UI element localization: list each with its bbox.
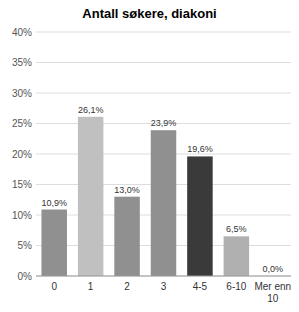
bar xyxy=(114,197,140,276)
tick-label: 0% xyxy=(18,271,33,282)
data-label: 23,9% xyxy=(151,118,177,128)
data-label: 13,0% xyxy=(114,185,140,195)
tick-label: 20% xyxy=(12,149,32,160)
tick-label: 35% xyxy=(12,57,32,68)
data-labels: 10,9% 26,1% 13,0% 23,9% 19,6% 6,5% 0,0% xyxy=(41,105,283,274)
data-label: 0,0% xyxy=(263,264,284,274)
x-axis-line xyxy=(36,276,291,277)
category-label: 3 xyxy=(161,281,167,292)
bar xyxy=(78,117,104,276)
bar xyxy=(224,236,250,276)
category-label: 2 xyxy=(124,281,130,292)
bars xyxy=(41,117,249,276)
category-label: 6-10 xyxy=(226,281,246,292)
tick-label: 40% xyxy=(12,27,32,38)
tick-label: 25% xyxy=(12,118,32,129)
data-label: 6,5% xyxy=(226,224,247,234)
data-label: 26,1% xyxy=(78,105,104,115)
category-label: 0 xyxy=(51,281,57,292)
tick-label: 15% xyxy=(12,179,32,190)
data-label: 10,9% xyxy=(41,198,67,208)
y-axis: 0% 5% 10% 15% 20% 25% 30% 35% 40% xyxy=(12,27,291,282)
bar xyxy=(187,156,213,276)
tick-label: 10% xyxy=(12,210,32,221)
grid-line xyxy=(36,62,291,63)
chart: Antall søkere, diakoni0%5%10%15%20%25%30… xyxy=(0,0,299,312)
tick-label: 5% xyxy=(18,240,33,251)
grid-line xyxy=(36,93,291,94)
category-label: 4-5 xyxy=(193,281,208,292)
title: Antall søkere, diakoni xyxy=(82,6,216,21)
x-axis: 0 1 2 3 4-5 6-10 Mer enn10 xyxy=(51,281,291,304)
bar xyxy=(151,130,177,276)
category-label: 1 xyxy=(88,281,94,292)
category-label: Mer enn10 xyxy=(254,281,291,304)
data-label: 19,6% xyxy=(187,144,213,154)
bar xyxy=(41,210,67,276)
tick-label: 30% xyxy=(12,88,32,99)
grid-line xyxy=(36,276,291,277)
grid-line xyxy=(36,32,291,33)
